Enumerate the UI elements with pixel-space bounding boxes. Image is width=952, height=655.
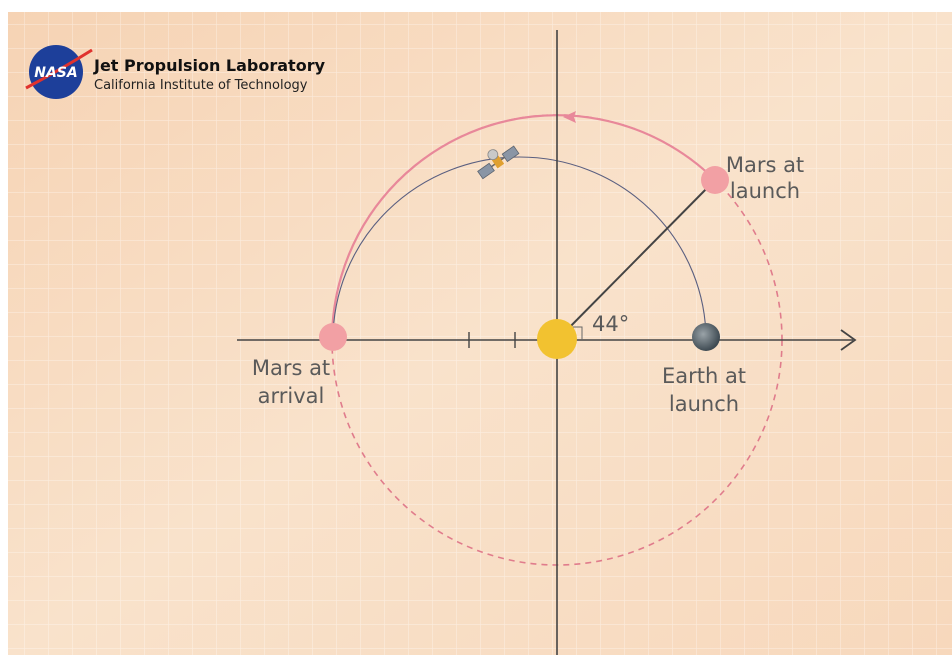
mars-launch <box>701 166 729 194</box>
label: launch <box>730 179 800 203</box>
header-title: Jet Propulsion Laboratory <box>93 56 326 75</box>
angle-label: 44° <box>592 312 629 336</box>
header-subtitle: California Institute of Technology <box>94 78 308 93</box>
angle-line <box>556 179 716 341</box>
axis-arrow <box>840 329 857 351</box>
earth <box>692 323 720 351</box>
mars-arrival <box>319 323 347 351</box>
label: Earth at <box>662 364 746 388</box>
logo-text: NASA <box>34 65 77 81</box>
logo-swoosh <box>25 48 93 90</box>
spacecraft <box>477 145 520 180</box>
direction-arrow <box>563 111 576 123</box>
label: launch <box>669 392 739 416</box>
mars-path <box>330 114 716 341</box>
label: arrival <box>258 384 325 408</box>
transfer-orbit <box>332 156 707 341</box>
grid <box>8 12 952 655</box>
sun <box>537 319 577 359</box>
label: Mars at <box>252 356 330 380</box>
label: Mars at <box>726 153 804 177</box>
